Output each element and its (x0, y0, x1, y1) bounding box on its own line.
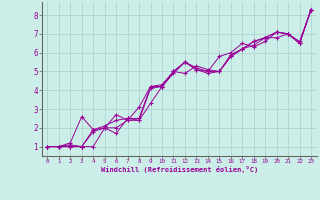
X-axis label: Windchill (Refroidissement éolien,°C): Windchill (Refroidissement éolien,°C) (100, 166, 258, 173)
